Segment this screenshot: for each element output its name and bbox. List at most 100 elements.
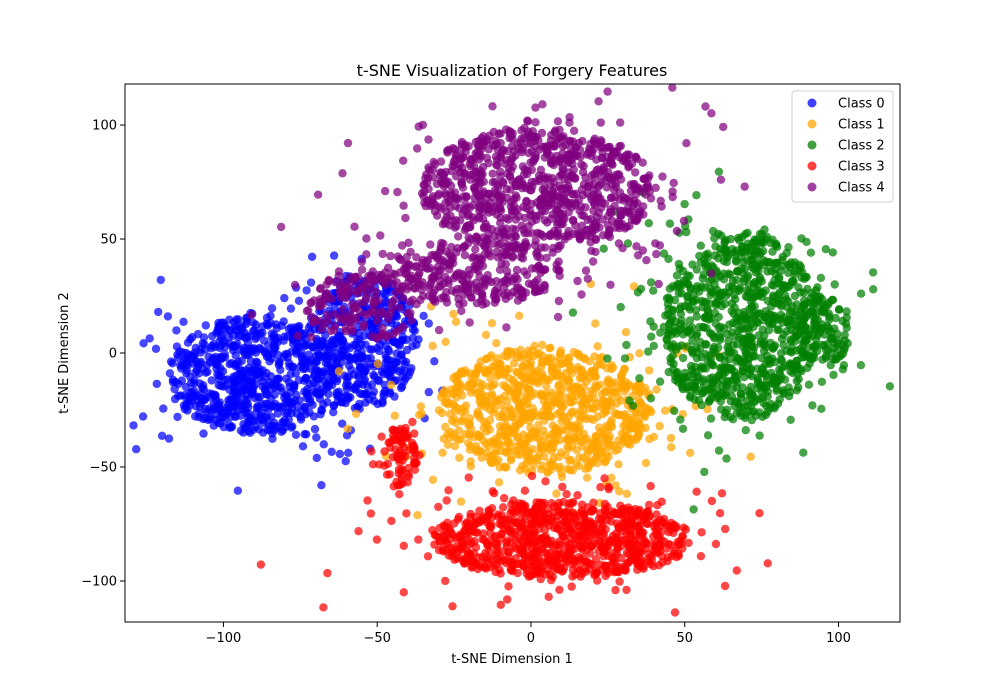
scatter-point bbox=[501, 519, 510, 528]
scatter-point bbox=[540, 452, 549, 461]
scatter-point bbox=[258, 377, 267, 386]
scatter-point bbox=[591, 372, 600, 381]
scatter-point bbox=[665, 326, 674, 335]
scatter-point bbox=[251, 348, 261, 357]
scatter-point bbox=[856, 361, 866, 370]
scatter-point bbox=[642, 256, 651, 265]
scatter-point bbox=[254, 364, 263, 373]
scatter-point bbox=[172, 342, 182, 351]
scatter-point bbox=[520, 486, 530, 495]
scatter-point bbox=[664, 539, 673, 549]
scatter-point bbox=[635, 559, 644, 568]
scatter-point bbox=[380, 447, 389, 456]
scatter-point bbox=[578, 543, 587, 553]
scatter-point bbox=[573, 491, 582, 500]
scatter-point bbox=[408, 342, 417, 351]
scatter-point bbox=[154, 307, 163, 317]
scatter-point bbox=[797, 234, 806, 243]
scatter-point bbox=[703, 431, 713, 440]
scatter-point bbox=[562, 197, 571, 207]
scatter-point bbox=[498, 503, 508, 512]
scatter-point bbox=[587, 228, 597, 237]
scatter-point bbox=[764, 326, 774, 335]
scatter-point bbox=[574, 461, 584, 471]
scatter-point bbox=[399, 201, 408, 210]
scatter-point bbox=[235, 321, 244, 330]
scatter-point bbox=[240, 395, 249, 404]
scatter-point bbox=[319, 368, 328, 377]
scatter-point bbox=[267, 329, 277, 338]
scatter-point bbox=[254, 425, 264, 434]
scatter-point bbox=[493, 396, 502, 405]
scatter-point bbox=[670, 406, 679, 416]
scatter-point bbox=[511, 446, 521, 456]
scatter-point bbox=[729, 340, 738, 350]
chart-title: t-SNE Visualization of Forgery Features bbox=[357, 61, 668, 80]
scatter-point bbox=[569, 508, 578, 517]
scatter-point bbox=[621, 433, 630, 443]
scatter-point bbox=[804, 325, 813, 334]
scatter-point bbox=[546, 159, 556, 168]
series-class-4 bbox=[247, 83, 749, 343]
scatter-point bbox=[707, 496, 717, 506]
scatter-point bbox=[511, 418, 520, 427]
scatter-point bbox=[444, 486, 453, 495]
scatter-point bbox=[728, 318, 738, 328]
scatter-point bbox=[640, 383, 650, 393]
scatter-point bbox=[263, 321, 273, 330]
scatter-point bbox=[306, 278, 316, 287]
scatter-point bbox=[696, 552, 706, 561]
scatter-point bbox=[329, 375, 338, 385]
scatter-point bbox=[675, 264, 684, 273]
scatter-point bbox=[523, 116, 532, 125]
scatter-point bbox=[515, 381, 524, 390]
scatter-point bbox=[508, 409, 517, 418]
scatter-point bbox=[507, 155, 516, 164]
scatter-point bbox=[790, 258, 799, 267]
scatter-point bbox=[570, 150, 579, 159]
scatter-point bbox=[521, 391, 530, 401]
scatter-point bbox=[601, 542, 610, 552]
scatter-point bbox=[440, 216, 450, 225]
scatter-point bbox=[511, 231, 520, 241]
scatter-point bbox=[319, 603, 328, 612]
scatter-point bbox=[755, 509, 764, 518]
scatter-point bbox=[251, 409, 261, 418]
scatter-point bbox=[583, 215, 592, 225]
scatter-point bbox=[597, 203, 606, 212]
scatter-point bbox=[471, 245, 480, 254]
scatter-point bbox=[540, 153, 549, 162]
scatter-point bbox=[353, 343, 363, 352]
scatter-point bbox=[475, 506, 484, 515]
scatter-point bbox=[630, 548, 639, 558]
scatter-point bbox=[324, 345, 334, 355]
scatter-point bbox=[255, 392, 265, 402]
scatter-point bbox=[530, 241, 540, 250]
scatter-point bbox=[613, 544, 622, 553]
scatter-point bbox=[577, 160, 586, 169]
scatter-point bbox=[382, 470, 392, 479]
scatter-point bbox=[461, 200, 470, 209]
scatter-point bbox=[553, 244, 563, 253]
scatter-point bbox=[488, 193, 497, 202]
scatter-point bbox=[373, 359, 382, 369]
scatter-point bbox=[622, 585, 631, 595]
scatter-point bbox=[703, 405, 712, 414]
scatter-point bbox=[615, 188, 625, 197]
scatter-point bbox=[653, 501, 662, 510]
scatter-point bbox=[732, 371, 742, 380]
scatter-point bbox=[607, 473, 616, 482]
scatter-point bbox=[240, 405, 249, 414]
scatter-point bbox=[652, 529, 661, 539]
scatter-point bbox=[491, 445, 501, 455]
scatter-point bbox=[672, 226, 682, 236]
scatter-point bbox=[613, 532, 622, 542]
scatter-point bbox=[513, 368, 522, 377]
scatter-point bbox=[599, 166, 609, 176]
scatter-point bbox=[492, 161, 501, 170]
scatter-point bbox=[391, 358, 400, 368]
scatter-point bbox=[841, 319, 851, 328]
scatter-point bbox=[759, 288, 768, 298]
scatter-point bbox=[768, 319, 777, 329]
scatter-point bbox=[338, 346, 348, 355]
